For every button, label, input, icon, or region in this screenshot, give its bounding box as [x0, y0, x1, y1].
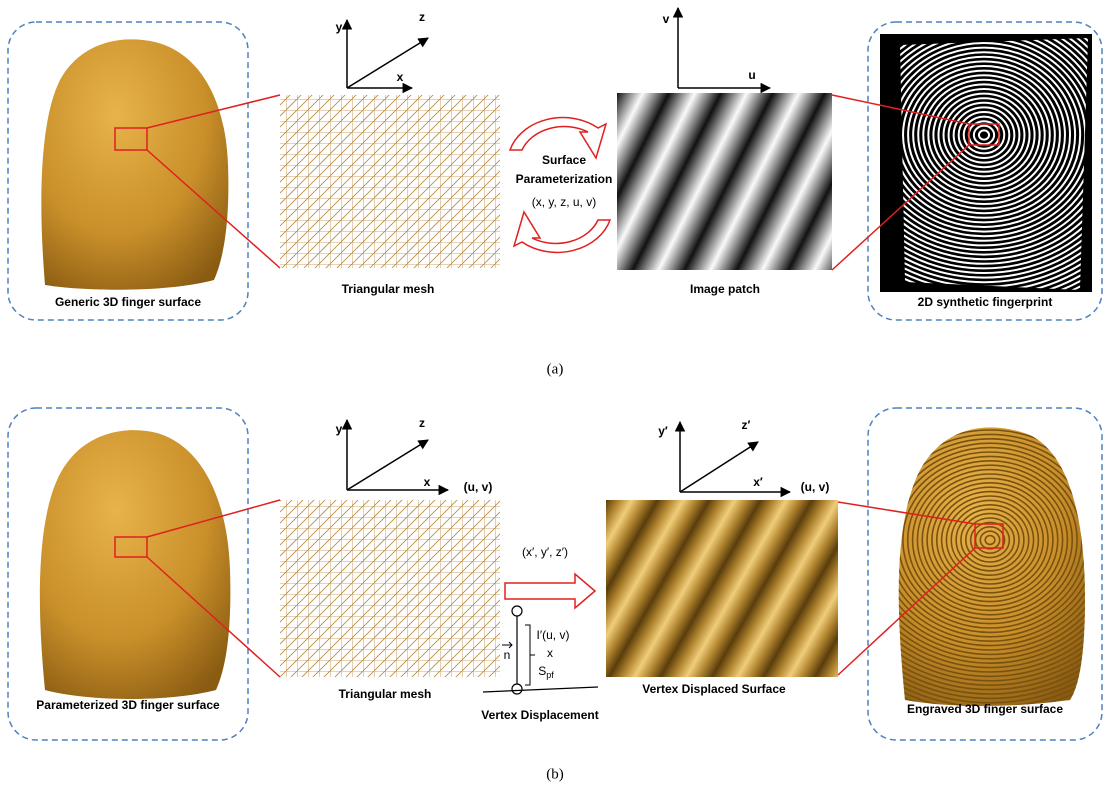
caption: Triangular mesh [339, 687, 432, 701]
figure: Generic 3D finger surface y z x Triangul… [0, 0, 1109, 793]
axis-label: (u, v) [801, 480, 830, 494]
label: (x′, y′, z′) [522, 545, 568, 559]
cycle-arrow [514, 212, 610, 252]
axis-label: z [419, 10, 425, 24]
label: Parameterization [516, 172, 613, 186]
page: Generic 3D finger surface y z x Triangul… [0, 0, 1109, 793]
label: I′(u, v) [537, 628, 570, 642]
finger-surface [41, 39, 228, 289]
axis-label: x′ [753, 475, 763, 489]
caption: Vertex Displaced Surface [642, 682, 786, 696]
panel-label: (a) [547, 361, 564, 377]
axis-label: y′ [658, 424, 668, 438]
vertex [512, 684, 522, 694]
caption: Engraved 3D finger surface [907, 702, 1063, 716]
axis-label: (u, v) [464, 480, 493, 494]
mapping-arrow [505, 574, 595, 608]
axis [347, 440, 428, 490]
label: S [538, 664, 546, 678]
label: n [504, 648, 511, 662]
triangular-mesh [280, 95, 500, 268]
caption: Parameterized 3D finger surface [36, 698, 220, 712]
surface-line [483, 687, 598, 692]
axis [347, 38, 428, 88]
caption: Image patch [690, 282, 760, 296]
label: x [547, 646, 553, 660]
cycle-arrow [510, 118, 606, 158]
label: (x, y, z, u, v) [532, 195, 596, 209]
axis-label: z [419, 416, 425, 430]
axis [680, 442, 758, 492]
label: Surface [542, 153, 586, 167]
subscript: pf [546, 670, 554, 680]
bracket [525, 625, 535, 685]
caption: 2D synthetic fingerprint [918, 295, 1053, 309]
finger-surface [40, 430, 231, 699]
triangular-mesh [280, 500, 500, 677]
label: Spf [538, 664, 554, 680]
displaced-surface [606, 500, 838, 677]
vector-arrow [502, 642, 512, 648]
panel-label: (b) [546, 766, 564, 782]
axis-label: v [663, 12, 670, 26]
axis-label: x [397, 70, 404, 84]
axis-label: y [336, 422, 343, 436]
vertex [512, 606, 522, 616]
image-patch [617, 93, 832, 270]
caption: Triangular mesh [342, 282, 435, 296]
axis-label: y [336, 20, 343, 34]
axis-label: x [424, 475, 431, 489]
axis-label: u [748, 68, 755, 82]
caption: Generic 3D finger surface [55, 295, 201, 309]
caption: Vertex Displacement [481, 708, 598, 722]
axis-label: z′ [742, 418, 751, 432]
